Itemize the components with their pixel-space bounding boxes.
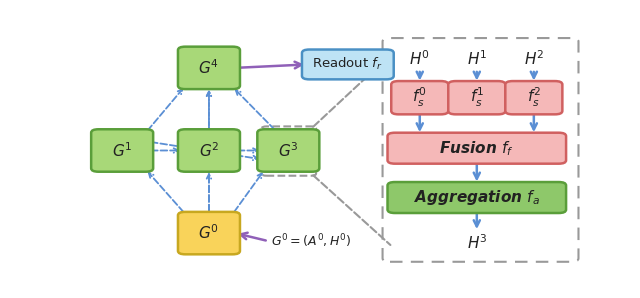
FancyArrowPatch shape: [236, 90, 275, 130]
FancyArrowPatch shape: [531, 72, 537, 78]
Text: $G^2$: $G^2$: [198, 141, 220, 160]
Text: Readout $f_r$: Readout $f_r$: [312, 56, 383, 72]
FancyArrowPatch shape: [149, 173, 184, 212]
Text: $G^4$: $G^4$: [198, 58, 220, 77]
FancyArrowPatch shape: [474, 72, 480, 78]
FancyBboxPatch shape: [257, 129, 319, 172]
FancyArrowPatch shape: [238, 62, 301, 68]
FancyArrowPatch shape: [234, 173, 262, 212]
Text: $f_s^2$: $f_s^2$: [527, 86, 541, 109]
Text: $G^3$: $G^3$: [278, 141, 299, 160]
Text: $f_s^0$: $f_s^0$: [412, 86, 427, 109]
FancyBboxPatch shape: [91, 129, 153, 172]
Text: $H^3$: $H^3$: [467, 233, 487, 252]
FancyArrowPatch shape: [241, 233, 266, 240]
FancyArrowPatch shape: [531, 115, 537, 129]
FancyBboxPatch shape: [178, 129, 240, 172]
Text: $G^1$: $G^1$: [112, 141, 132, 160]
FancyArrowPatch shape: [207, 91, 211, 129]
FancyArrowPatch shape: [151, 142, 257, 160]
FancyBboxPatch shape: [383, 38, 579, 262]
FancyArrowPatch shape: [474, 213, 480, 226]
FancyBboxPatch shape: [178, 212, 240, 254]
FancyBboxPatch shape: [448, 81, 506, 114]
FancyArrowPatch shape: [207, 174, 211, 211]
Text: Fusion $f_f$: Fusion $f_f$: [440, 139, 514, 158]
Text: $G^0 = (A^0, H^0)$: $G^0 = (A^0, H^0)$: [271, 232, 351, 250]
FancyArrowPatch shape: [147, 89, 182, 131]
FancyBboxPatch shape: [178, 47, 240, 89]
Text: Aggregation $f_a$: Aggregation $f_a$: [414, 188, 540, 207]
Text: $H^0$: $H^0$: [410, 49, 430, 68]
FancyArrowPatch shape: [417, 72, 423, 78]
Text: $H^2$: $H^2$: [524, 49, 544, 68]
FancyBboxPatch shape: [388, 182, 566, 213]
Text: $G^0$: $G^0$: [198, 224, 220, 243]
FancyArrowPatch shape: [417, 115, 423, 129]
FancyBboxPatch shape: [506, 81, 563, 114]
Text: $f_s^1$: $f_s^1$: [470, 86, 484, 109]
FancyBboxPatch shape: [388, 133, 566, 164]
FancyArrowPatch shape: [207, 91, 211, 211]
FancyBboxPatch shape: [302, 49, 394, 79]
FancyArrowPatch shape: [474, 164, 480, 179]
Text: $H^1$: $H^1$: [467, 49, 487, 68]
FancyArrowPatch shape: [238, 148, 257, 153]
FancyArrowPatch shape: [151, 148, 178, 153]
FancyBboxPatch shape: [391, 81, 448, 114]
